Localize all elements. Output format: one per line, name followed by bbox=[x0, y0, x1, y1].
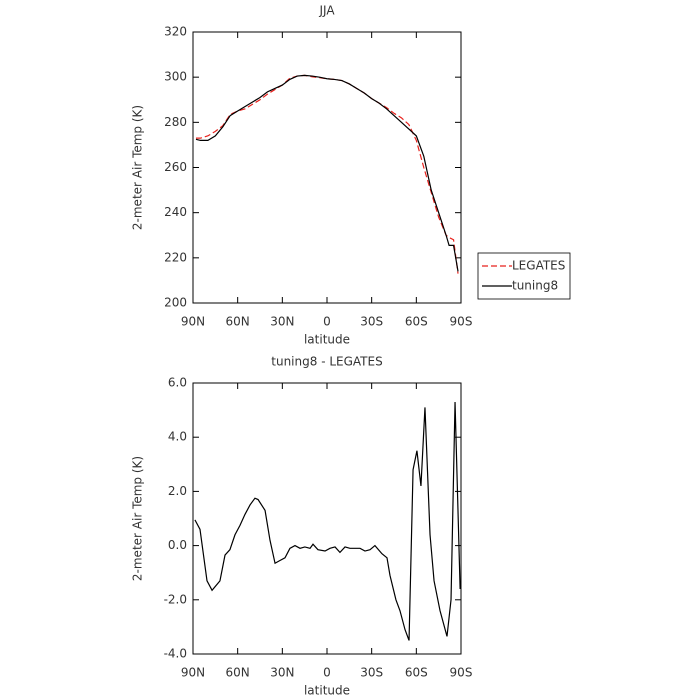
y-tick-label: 0.0 bbox=[168, 538, 187, 552]
x-axis-label: latitude bbox=[304, 333, 350, 347]
y-tick-label: -4.0 bbox=[164, 647, 187, 661]
x-tick-label: 0 bbox=[323, 315, 331, 329]
y-tick-label: 260 bbox=[164, 160, 187, 174]
y-tick-label: 220 bbox=[164, 250, 187, 264]
y-tick-label: 200 bbox=[164, 296, 187, 310]
y-tick-label: 4.0 bbox=[168, 430, 187, 444]
legend-label: LEGATES bbox=[512, 259, 565, 273]
x-tick-label: 30N bbox=[270, 315, 294, 329]
x-tick-label: 90S bbox=[450, 315, 473, 329]
plot-frame bbox=[192, 31, 462, 304]
chart-title: JJA bbox=[318, 4, 335, 18]
y-axis-label: 2-meter Air Temp (K) bbox=[131, 105, 145, 230]
chart-title: tuning8 - LEGATES bbox=[271, 355, 382, 369]
y-tick-label: 280 bbox=[164, 115, 187, 129]
y-tick-label: 6.0 bbox=[168, 376, 187, 390]
x-tick-label: 90N bbox=[181, 315, 205, 329]
y-tick-label: 300 bbox=[164, 70, 187, 84]
x-tick-label: 60N bbox=[226, 666, 250, 680]
x-tick-label: 60N bbox=[226, 315, 250, 329]
data-line bbox=[195, 74, 459, 274]
data-line bbox=[194, 401, 461, 641]
legend: LEGATES tuning8 bbox=[477, 252, 571, 300]
x-tick-label: 30S bbox=[360, 315, 383, 329]
x-tick-label: 30N bbox=[270, 666, 294, 680]
plot-frame bbox=[192, 382, 462, 655]
x-tick-label: 60S bbox=[405, 315, 428, 329]
x-tick-label: 30S bbox=[360, 666, 383, 680]
x-tick-label: 90N bbox=[181, 666, 205, 680]
y-tick-label: -2.0 bbox=[164, 592, 187, 606]
y-axis-label: 2-meter Air Temp (K) bbox=[131, 456, 145, 581]
legend-box bbox=[477, 252, 571, 300]
y-tick-label: 240 bbox=[164, 205, 187, 219]
x-tick-label: 0 bbox=[323, 666, 331, 680]
y-tick-label: 320 bbox=[164, 25, 187, 39]
x-tick-label: 90S bbox=[450, 666, 473, 680]
y-tick-label: 2.0 bbox=[168, 484, 187, 498]
legend-label: tuning8 bbox=[512, 279, 558, 293]
x-tick-label: 60S bbox=[405, 666, 428, 680]
data-line bbox=[195, 74, 459, 272]
x-axis-label: latitude bbox=[304, 684, 350, 698]
